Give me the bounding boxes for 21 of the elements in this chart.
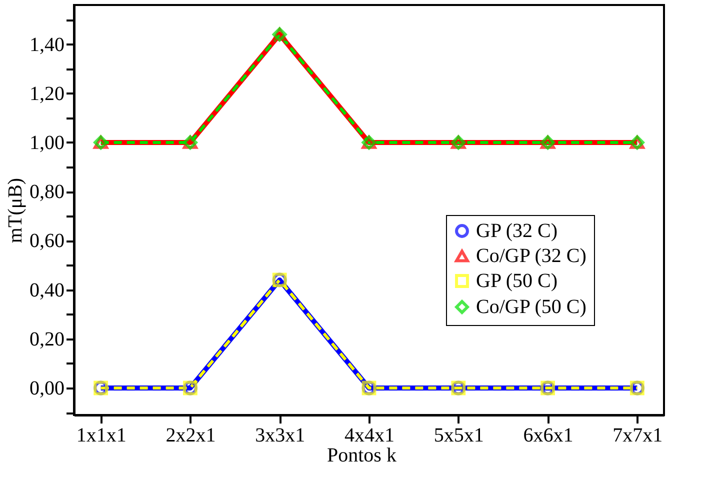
y-tick-label: 1,40 [30, 34, 64, 56]
y-tick-label: 0,20 [30, 328, 64, 350]
y-axis-title: mT(μB) [4, 178, 26, 244]
x-tick-label: 6x6x1 [523, 424, 574, 446]
x-tick-label: 3x3x1 [255, 424, 306, 446]
x-tick-label: 4x4x1 [344, 424, 394, 446]
legend-label: Co/GP (32 C) [476, 245, 586, 267]
y-tick-label: 0,80 [30, 181, 64, 204]
y-tick-label: 1,00 [30, 132, 64, 154]
x-tick-label: 1x1x1 [76, 424, 126, 446]
x-tick-label: 7x7x1 [612, 424, 663, 446]
legend-label: GP (32 C) [476, 220, 558, 242]
y-tick-label: 0,60 [30, 230, 64, 252]
y-tick-label: 0,00 [30, 377, 64, 400]
y-tick-label: 1,20 [30, 82, 64, 105]
y-tick-label: 0,40 [30, 279, 64, 302]
legend-label: Co/GP (50 C) [476, 296, 586, 318]
x-axis-title: Pontos k⃗ [326, 444, 412, 466]
legend-label: GP (50 C) [476, 270, 558, 292]
x-tick-label: 5x5x1 [434, 424, 484, 446]
x-tick-label: 2x2x1 [166, 424, 216, 446]
